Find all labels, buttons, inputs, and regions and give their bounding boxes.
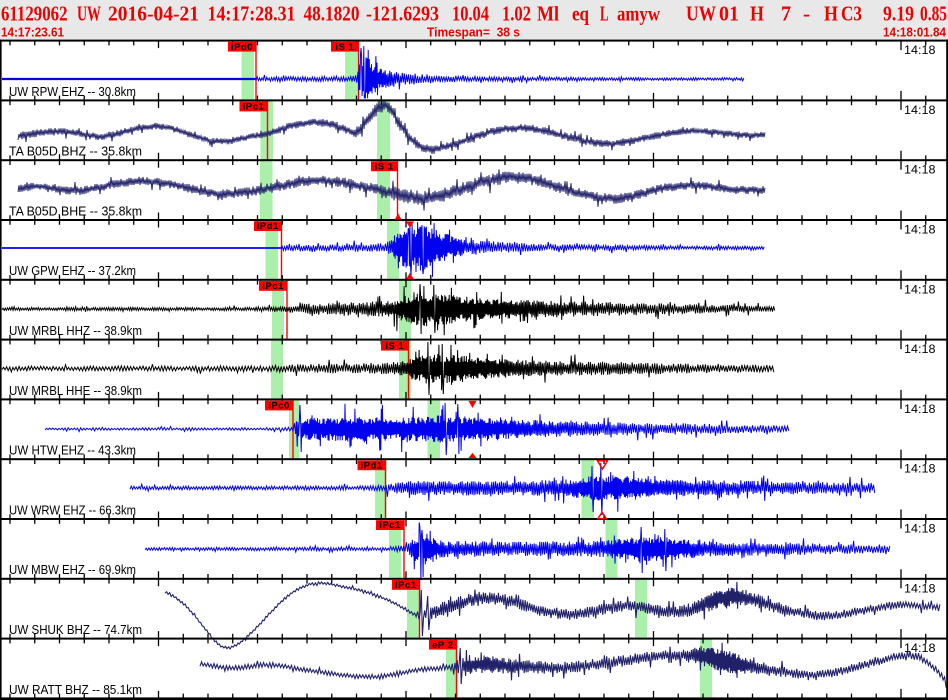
svg-text:iPc1: iPc1 xyxy=(379,520,401,531)
svg-text:14:18: 14:18 xyxy=(904,282,936,296)
svg-text:iPc1: iPc1 xyxy=(243,102,265,113)
svg-text:1.02: 1.02 xyxy=(502,2,531,26)
svg-text:UW WRW EHZ -- 66.3km: UW WRW EHZ -- 66.3km xyxy=(9,502,136,517)
svg-text:eP 2: eP 2 xyxy=(432,640,453,651)
svg-text:iPc0: iPc0 xyxy=(268,401,290,412)
svg-text:UW MBW EHZ -- 69.9km: UW MBW EHZ -- 69.9km xyxy=(9,562,136,577)
svg-text:iPd1: iPd1 xyxy=(360,460,382,471)
svg-text:7: 7 xyxy=(781,2,791,26)
svg-text:eq: eq xyxy=(572,2,589,26)
svg-text:iPc1: iPc1 xyxy=(395,580,417,591)
svg-text:UW SHUK BHZ -- 74.7km: UW SHUK BHZ -- 74.7km xyxy=(9,622,142,637)
svg-text:UW MRBL HHZ -- 38.9km: UW MRBL HHZ -- 38.9km xyxy=(9,323,142,338)
svg-text:14:18: 14:18 xyxy=(904,641,936,655)
svg-text:61129062: 61129062 xyxy=(1,2,68,26)
svg-text:2016-04-21: 2016-04-21 xyxy=(108,2,199,26)
svg-text:01: 01 xyxy=(719,2,739,26)
svg-text:UW RATT BHZ -- 85.1km: UW RATT BHZ -- 85.1km xyxy=(9,682,142,697)
svg-text:14:18: 14:18 xyxy=(904,163,936,177)
svg-text:14:18: 14:18 xyxy=(904,223,936,237)
svg-text:10.04: 10.04 xyxy=(452,2,489,26)
svg-text:14:18:01.84: 14:18:01.84 xyxy=(883,24,947,39)
svg-text:UW MRBL HHE -- 38.9km: UW MRBL HHE -- 38.9km xyxy=(9,383,142,398)
svg-text:14:18: 14:18 xyxy=(904,522,936,536)
svg-text:iS 1: iS 1 xyxy=(375,161,394,172)
svg-text:0.85: 0.85 xyxy=(920,2,947,26)
svg-text:UW: UW xyxy=(686,2,716,26)
svg-text:H: H xyxy=(750,2,764,26)
svg-text:Ml: Ml xyxy=(537,2,559,26)
svg-text:14:18: 14:18 xyxy=(904,103,936,117)
svg-text:UW RPW EHZ -- 30.8km: UW RPW EHZ -- 30.8km xyxy=(9,84,136,99)
svg-text:iPd1: iPd1 xyxy=(257,221,279,232)
svg-text:14:18: 14:18 xyxy=(904,462,936,476)
svg-text:iS 1: iS 1 xyxy=(385,341,404,352)
svg-text:iS 1: iS 1 xyxy=(335,42,354,53)
svg-text:14:18: 14:18 xyxy=(904,43,936,57)
svg-text:TA B05D,BHZ -- 35.8km: TA B05D,BHZ -- 35.8km xyxy=(9,144,142,159)
svg-text:14:17:28.31: 14:17:28.31 xyxy=(208,2,296,26)
svg-text:L: L xyxy=(600,2,609,26)
svg-text:-121.6293: -121.6293 xyxy=(366,2,439,26)
svg-text:-: - xyxy=(803,2,810,26)
svg-text:14:18: 14:18 xyxy=(904,342,936,356)
svg-text:iPc1: iPc1 xyxy=(262,281,284,292)
svg-text:iPd0: iPd0 xyxy=(231,42,253,53)
svg-text:UW: UW xyxy=(77,2,101,26)
svg-text:9.19: 9.19 xyxy=(883,2,914,26)
svg-text:14:17:23.61: 14:17:23.61 xyxy=(1,24,64,39)
svg-text:C3: C3 xyxy=(841,2,862,26)
svg-text:14:18: 14:18 xyxy=(904,402,936,416)
svg-text:amyw: amyw xyxy=(617,2,661,26)
svg-text:14:18: 14:18 xyxy=(904,581,936,595)
svg-text:H: H xyxy=(824,2,838,26)
svg-text:Timespan= 38 s: Timespan= 38 s xyxy=(427,24,520,39)
svg-text:UW GPW EHZ -- 37.2km: UW GPW EHZ -- 37.2km xyxy=(9,263,136,278)
svg-text:TA B05D,BHE -- 35.8km: TA B05D,BHE -- 35.8km xyxy=(9,203,142,218)
svg-text:48.1820: 48.1820 xyxy=(304,2,360,26)
svg-text:UW HTW EHZ -- 43.3km: UW HTW EHZ -- 43.3km xyxy=(9,443,136,458)
